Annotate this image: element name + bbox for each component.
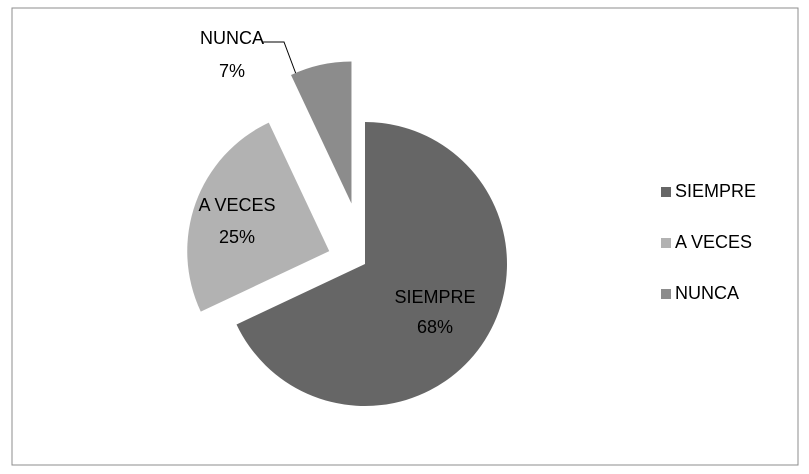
pie-slice bbox=[236, 122, 507, 406]
legend-label: NUNCA bbox=[675, 283, 739, 303]
legend-swatch bbox=[661, 187, 671, 197]
slice-value-label: 7% bbox=[219, 61, 245, 81]
legend-swatch bbox=[661, 289, 671, 299]
slice-label: SIEMPRE bbox=[394, 287, 475, 307]
legend-label: SIEMPRE bbox=[675, 181, 756, 201]
slice-label: NUNCA bbox=[200, 28, 264, 48]
slice-label: A VECES bbox=[198, 195, 275, 215]
legend-label: A VECES bbox=[675, 232, 752, 252]
leader-line bbox=[262, 41, 297, 75]
pie-slice bbox=[291, 61, 352, 204]
pie-slice bbox=[187, 122, 330, 312]
legend-swatch bbox=[661, 238, 671, 248]
slice-value-label: 25% bbox=[219, 227, 255, 247]
slice-value-label: 68% bbox=[417, 317, 453, 337]
